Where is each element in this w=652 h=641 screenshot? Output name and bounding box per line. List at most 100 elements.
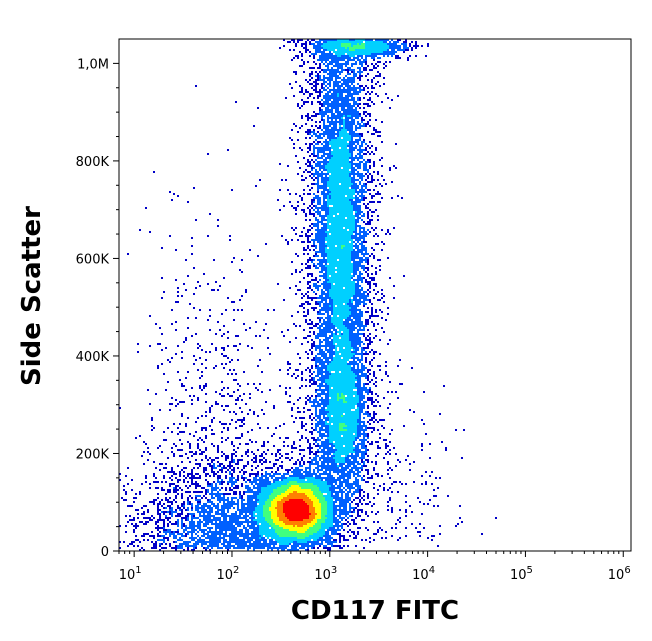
density-dot	[353, 297, 355, 299]
density-dot	[345, 385, 347, 387]
density-dot	[313, 81, 315, 83]
density-dot	[319, 383, 321, 385]
density-dot	[355, 173, 357, 175]
density-dot	[355, 357, 357, 359]
density-dot	[361, 259, 363, 261]
density-dot	[323, 257, 325, 259]
density-dot	[309, 323, 311, 325]
density-dot	[343, 213, 345, 215]
density-dot	[357, 331, 359, 333]
density-dot	[363, 353, 365, 355]
density-dot	[341, 313, 343, 315]
density-dot	[321, 137, 323, 139]
density-dot	[345, 115, 347, 117]
density-dot	[357, 291, 359, 293]
density-dot	[347, 385, 349, 387]
density-dot	[391, 51, 393, 53]
density-dot	[359, 243, 361, 245]
density-dot	[293, 323, 295, 325]
density-dot	[349, 253, 351, 255]
density-dot	[347, 255, 349, 257]
density-dot	[309, 171, 311, 173]
density-dot	[315, 391, 317, 393]
density-dot	[201, 349, 203, 351]
density-dot	[353, 63, 355, 65]
density-dot	[331, 269, 333, 271]
density-dot	[317, 131, 319, 133]
density-dot	[357, 313, 359, 315]
density-dot	[343, 63, 345, 65]
density-dot	[361, 71, 363, 73]
density-dot	[341, 185, 343, 187]
density-dot	[341, 361, 343, 363]
density-dot	[351, 385, 353, 387]
density-dot	[317, 231, 319, 233]
density-dot	[357, 47, 359, 49]
density-dot	[167, 359, 169, 361]
density-dot	[363, 347, 365, 349]
density-dot	[349, 137, 351, 139]
density-dot	[339, 315, 341, 317]
density-dot	[361, 393, 363, 395]
density-dot	[315, 211, 317, 213]
density-dot	[393, 45, 395, 47]
density-dot	[325, 147, 327, 149]
density-dot	[329, 195, 331, 197]
density-dot	[339, 207, 341, 209]
density-dot	[311, 359, 313, 361]
density-dot	[341, 281, 343, 283]
density-dot	[373, 373, 375, 375]
density-dot	[311, 71, 313, 73]
density-dot	[327, 149, 329, 151]
density-dot	[327, 237, 329, 239]
density-dot	[355, 251, 357, 253]
density-dot	[321, 179, 323, 181]
density-dot	[301, 91, 303, 93]
density-dot	[351, 347, 353, 349]
density-dot	[335, 129, 337, 131]
density-dot	[337, 287, 339, 289]
density-dot	[327, 95, 329, 97]
density-dot	[361, 231, 363, 233]
density-dot	[349, 339, 351, 341]
density-dot	[371, 41, 373, 43]
density-dot	[339, 363, 341, 365]
density-dot	[309, 401, 311, 403]
density-dot	[321, 299, 323, 301]
density-dot	[315, 251, 317, 253]
density-dot	[153, 171, 155, 173]
density-dot	[347, 179, 349, 181]
density-dot	[317, 289, 319, 291]
density-dot	[409, 43, 411, 45]
density-dot	[337, 141, 339, 143]
density-dot	[327, 381, 329, 383]
density-dot	[367, 369, 369, 371]
density-dot	[311, 187, 313, 189]
density-dot	[321, 351, 323, 353]
density-dot	[341, 329, 343, 331]
density-dot	[331, 333, 333, 335]
density-dot	[325, 223, 327, 225]
density-dot	[343, 269, 345, 271]
density-dot	[321, 115, 323, 117]
density-dot	[349, 399, 351, 401]
density-dot	[327, 191, 329, 193]
density-dot	[341, 279, 343, 281]
density-dot	[327, 77, 329, 79]
density-dot	[337, 155, 339, 157]
density-dot	[327, 331, 329, 333]
density-dot	[351, 39, 353, 41]
density-dot	[307, 287, 309, 289]
density-dot	[349, 89, 351, 91]
density-dot	[341, 221, 343, 223]
density-dot	[337, 255, 339, 257]
density-dot	[309, 79, 311, 81]
density-dot	[307, 247, 309, 249]
density-dot	[311, 377, 313, 379]
density-dot	[357, 83, 359, 85]
density-dot	[299, 397, 301, 399]
density-dot	[323, 219, 325, 221]
density-dot	[335, 65, 337, 67]
density-dot	[329, 259, 331, 261]
density-dot	[367, 389, 369, 391]
